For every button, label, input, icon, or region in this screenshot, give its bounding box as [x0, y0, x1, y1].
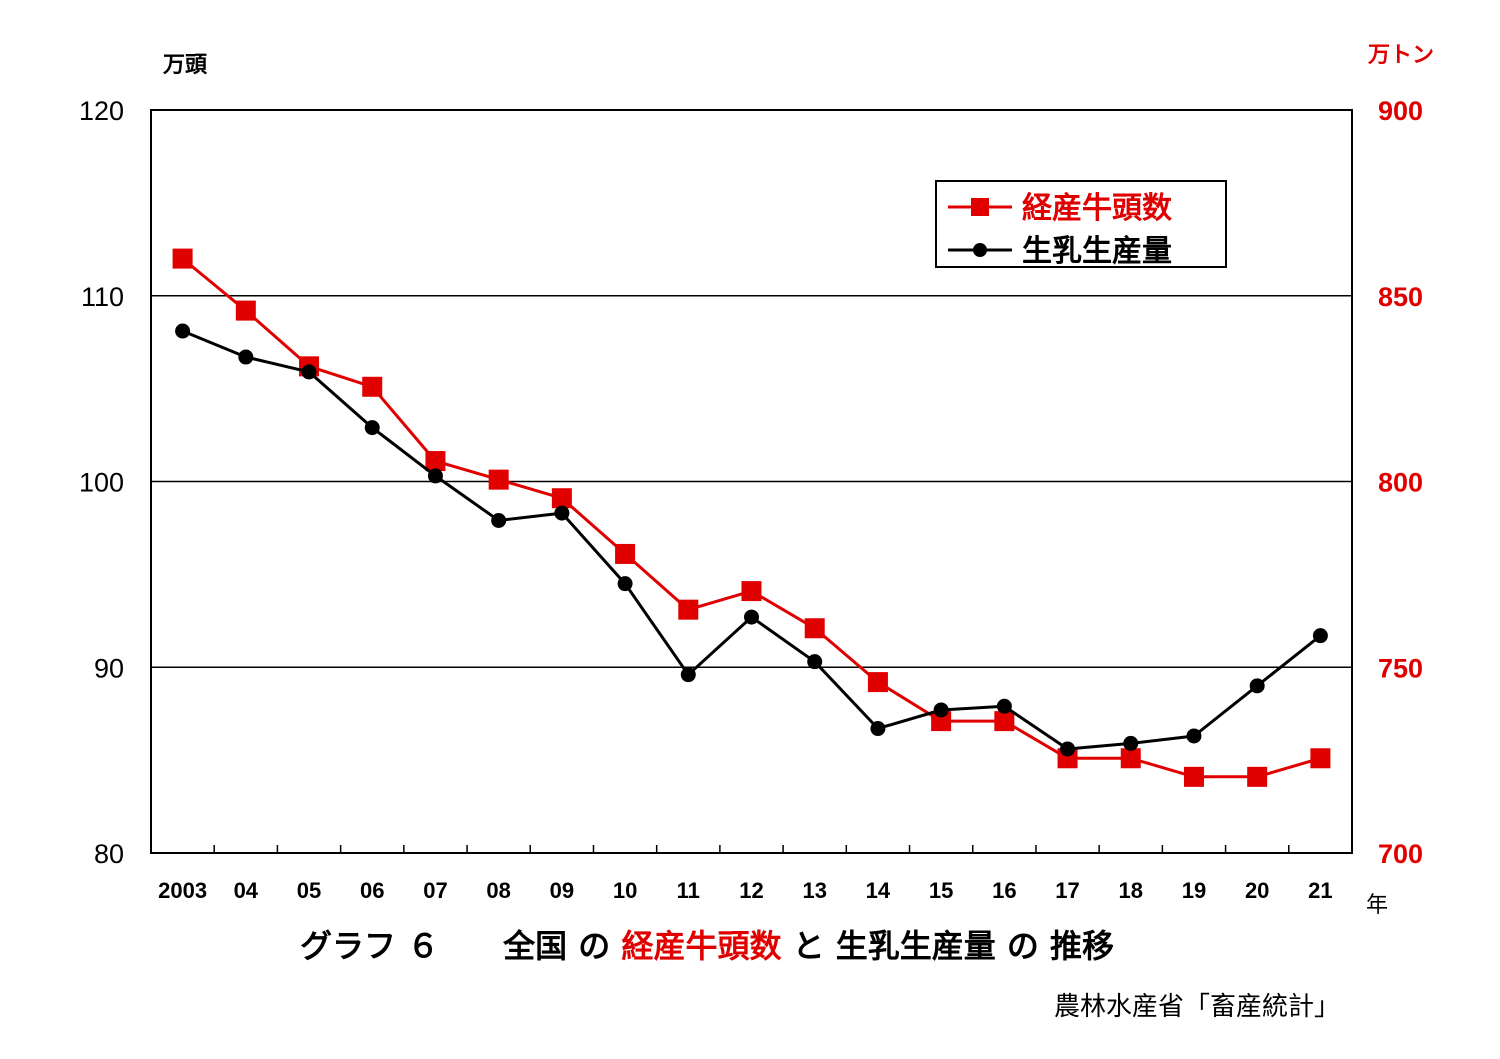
x-tick-label: 04 — [234, 878, 259, 903]
data-point-series-2 — [1123, 735, 1139, 751]
data-point-series-1 — [362, 376, 383, 397]
x-tick-label: 08 — [486, 878, 510, 903]
data-point-series-1 — [804, 618, 825, 639]
data-point-series-2 — [175, 323, 191, 339]
legend: 経産牛頭数 生乳生産量 — [935, 180, 1227, 269]
series-line-2 — [182, 329, 1322, 751]
x-tick-label: 12 — [739, 878, 763, 903]
x-tick-label: 14 — [866, 878, 891, 903]
data-point-series-2 — [301, 364, 317, 380]
data-point-series-2 — [996, 698, 1012, 714]
data-point-series-1 — [551, 488, 572, 509]
legend-marker-series-1 — [971, 198, 989, 216]
x-tick-label: 10 — [613, 878, 637, 903]
data-point-series-1 — [235, 300, 256, 321]
data-point-series-1 — [1310, 748, 1331, 769]
source-note: 農林水産省「畜産統計」 — [1054, 992, 1340, 1022]
y-left-unit: 万頭 — [162, 53, 208, 78]
x-tick-label: 15 — [929, 878, 953, 903]
x-tick-label: 13 — [802, 878, 826, 903]
x-tick-marks — [213, 845, 1290, 853]
x-tick-label: 09 — [550, 878, 574, 903]
y-left-tick-label: 100 — [79, 468, 124, 498]
x-tick-label: 20 — [1245, 878, 1269, 903]
data-point-series-2 — [491, 513, 507, 529]
data-point-series-2 — [1312, 628, 1328, 644]
data-point-series-2 — [364, 420, 380, 436]
data-point-series-1 — [172, 248, 193, 269]
x-tick-label: 16 — [992, 878, 1016, 903]
data-point-series-2 — [238, 349, 254, 365]
x-tick-labels: 2003 04 05 06 07 08 09 10 11 12 13 14 15 16 17 18 19 20 21 — [158, 878, 1333, 903]
gridlines — [151, 295, 1352, 668]
series-layer — [172, 248, 1331, 787]
data-point-series-2 — [933, 702, 949, 718]
y-left-tick-label: 110 — [81, 282, 124, 312]
data-point-series-2 — [1060, 741, 1076, 757]
y-right-tick-label: 800 — [1378, 468, 1423, 498]
y-right-tick-label: 850 — [1378, 282, 1423, 312]
data-point-series-1 — [741, 581, 762, 602]
data-point-series-2 — [554, 505, 570, 521]
data-point-series-1 — [867, 672, 888, 693]
legend-label-series-1: 経産牛頭数 — [1022, 191, 1173, 226]
x-tick-label: 2003 — [158, 878, 207, 903]
y-left-tick-label: 90 — [94, 653, 124, 683]
y-right-tick-label: 700 — [1378, 839, 1423, 869]
data-point-series-2 — [807, 654, 823, 670]
data-point-series-1 — [1183, 766, 1204, 787]
data-point-series-2 — [680, 667, 696, 683]
x-tick-label: 18 — [1119, 878, 1143, 903]
x-tick-label: 11 — [677, 878, 700, 903]
x-unit: 年 — [1366, 893, 1388, 918]
y-right-unit: 万トン — [1367, 43, 1434, 68]
chart-title-part-3: と 生乳生産量 の 推移 — [781, 927, 1114, 965]
chart-title-part-1: グラフ ６ 全国 の — [300, 927, 621, 965]
y-left-tick-labels: 80 90 100 110 120 — [79, 96, 124, 869]
x-tick-label: 06 — [360, 878, 384, 903]
data-point-series-2 — [617, 576, 633, 592]
data-point-series-1 — [615, 543, 636, 564]
y-right-tick-label: 900 — [1378, 96, 1423, 126]
x-tick-label: 17 — [1055, 878, 1079, 903]
data-point-series-1 — [1120, 748, 1141, 769]
data-point-series-1 — [1247, 766, 1268, 787]
data-point-series-1 — [678, 599, 699, 620]
y-right-tick-labels: 700 750 800 850 900 — [1378, 96, 1423, 869]
data-point-series-1 — [931, 711, 952, 732]
legend-label-series-2: 生乳生産量 — [1022, 234, 1172, 269]
y-left-tick-label: 80 — [94, 839, 124, 869]
x-tick-label: 05 — [297, 878, 321, 903]
x-tick-label: 21 — [1308, 878, 1332, 903]
legend-marker-series-2 — [973, 243, 987, 257]
data-point-series-2 — [427, 468, 443, 484]
data-point-series-2 — [1249, 678, 1265, 694]
data-point-series-2 — [744, 609, 759, 625]
data-point-series-1 — [488, 469, 509, 490]
data-point-series-2 — [870, 721, 886, 737]
chart-title: グラフ ６ 全国 の 経産牛頭数 と 生乳生産量 の 推移 — [300, 927, 1114, 965]
chart-title-part-2: 経産牛頭数 — [621, 927, 782, 965]
y-left-tick-label: 120 — [79, 96, 124, 126]
data-point-series-2 — [1186, 728, 1202, 744]
plot-area — [150, 109, 1353, 854]
series-line-1 — [181, 257, 1321, 779]
data-point-series-1 — [994, 711, 1015, 732]
y-right-tick-label: 750 — [1378, 653, 1423, 683]
x-tick-label: 07 — [423, 878, 447, 903]
data-point-series-1 — [425, 451, 446, 472]
x-tick-label: 19 — [1182, 878, 1206, 903]
